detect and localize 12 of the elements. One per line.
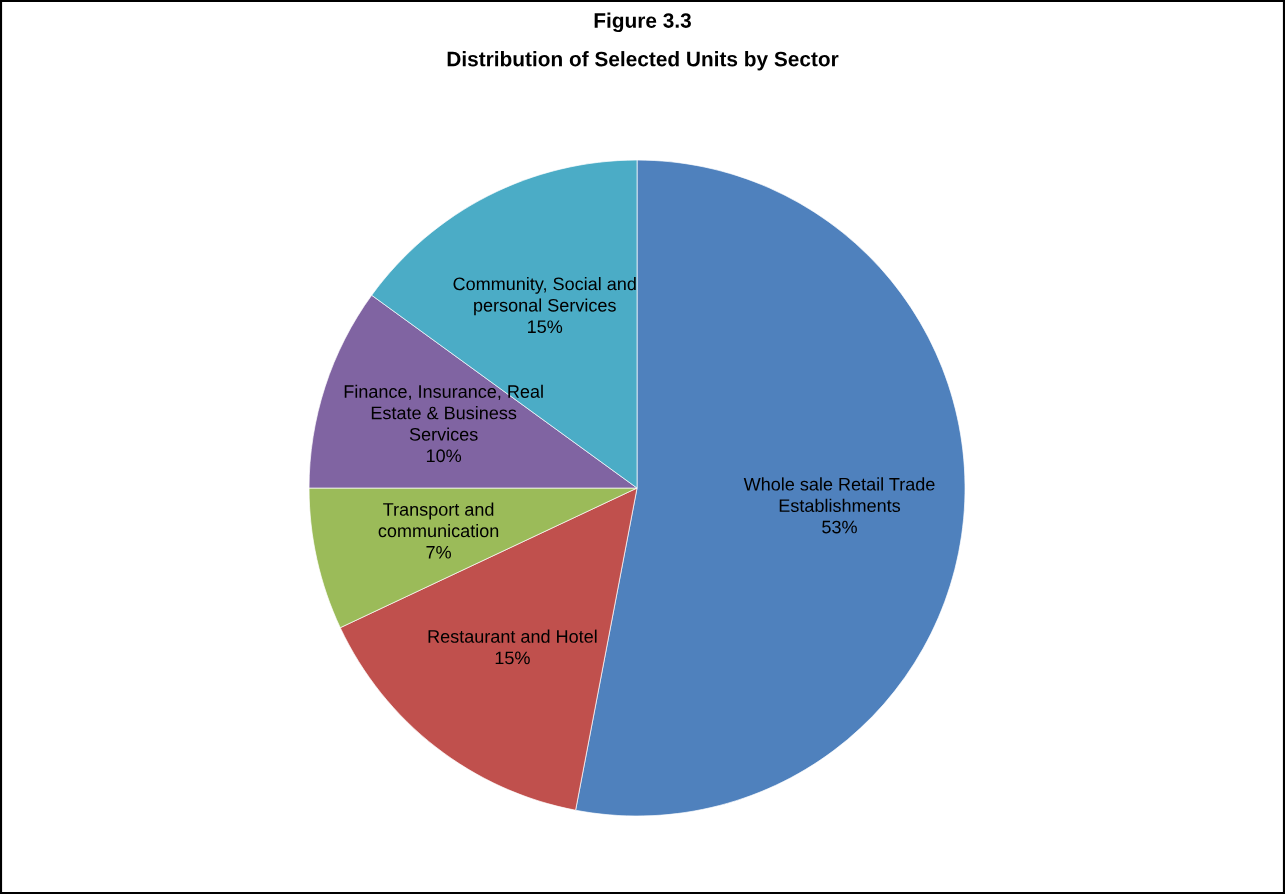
slice-label: Community, Social and personal Services — [453, 277, 636, 316]
data-label: 10% — [426, 449, 462, 463]
data-label: 7% — [426, 545, 451, 559]
slice-label: Restaurant and Hotel — [428, 629, 597, 643]
slice-label: Whole sale Retail Trade Establishments — [743, 477, 935, 513]
chart-subtitle: Distribution of Selected Units by Sector — [447, 51, 839, 71]
data-label: 15% — [495, 651, 530, 665]
slice-label: Finance, Insurance, Real Estate & Business Services — [344, 384, 543, 441]
data-label: 15% — [528, 320, 563, 334]
data-label: 53% — [822, 520, 857, 534]
slice-label: Transport and communication — [378, 502, 499, 538]
chart-title: Figure 3.3 — [594, 12, 691, 33]
